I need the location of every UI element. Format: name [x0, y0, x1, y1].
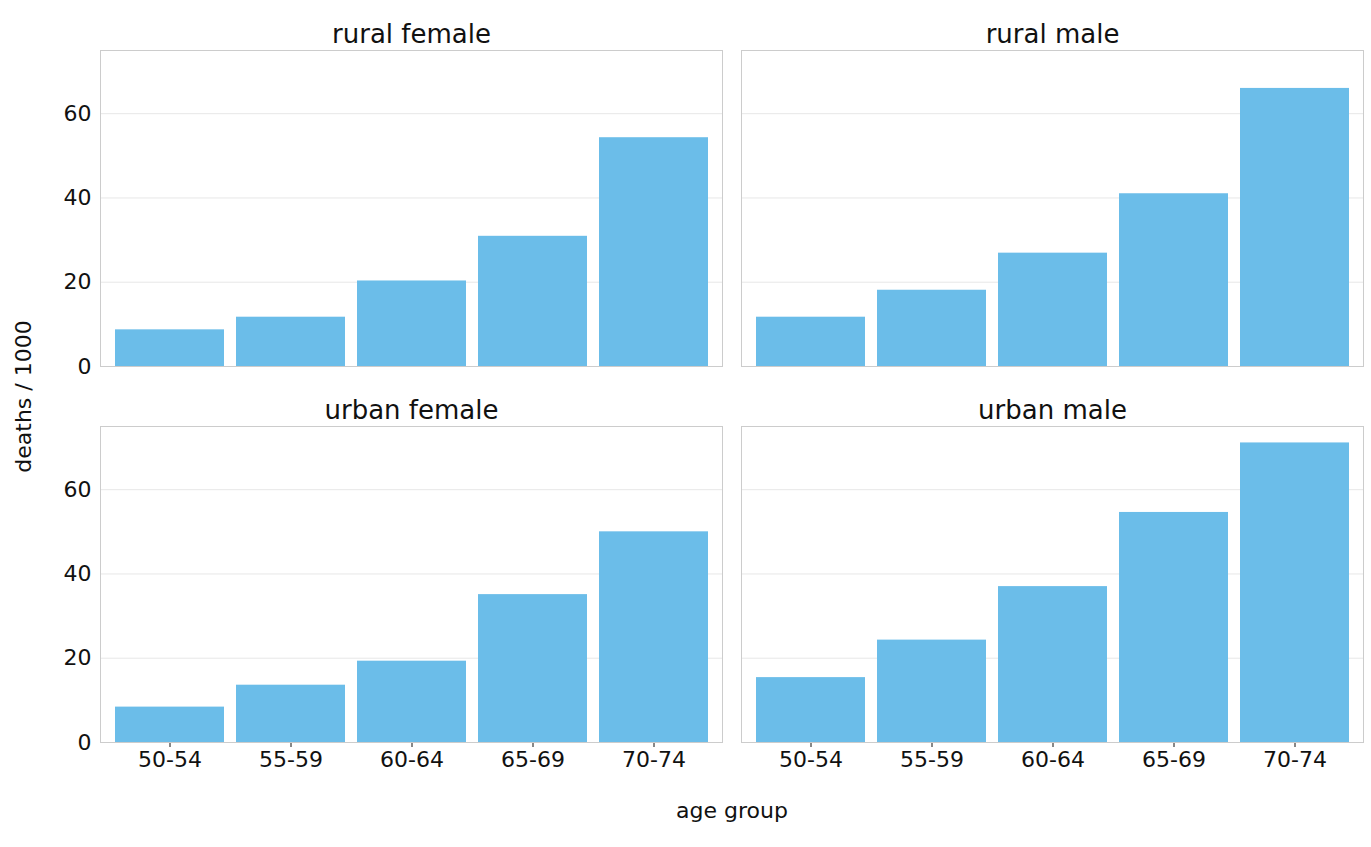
svg-text:0: 0 — [78, 354, 92, 379]
svg-text:rural female: rural female — [332, 19, 491, 49]
svg-text:60: 60 — [64, 477, 92, 502]
svg-text:55-59: 55-59 — [259, 747, 323, 772]
svg-text:60: 60 — [64, 101, 92, 126]
svg-text:urban female: urban female — [325, 395, 499, 425]
svg-text:50-54: 50-54 — [138, 747, 202, 772]
svg-text:70-74: 70-74 — [622, 747, 686, 772]
svg-text:40: 40 — [64, 561, 92, 586]
svg-text:urban male: urban male — [978, 395, 1127, 425]
svg-text:55-59: 55-59 — [900, 747, 964, 772]
svg-text:70-74: 70-74 — [1263, 747, 1327, 772]
svg-text:50-54: 50-54 — [779, 747, 843, 772]
svg-text:60-64: 60-64 — [1021, 747, 1085, 772]
svg-text:20: 20 — [64, 645, 92, 670]
svg-text:age group: age group — [676, 798, 788, 823]
svg-text:0: 0 — [78, 730, 92, 755]
svg-text:65-69: 65-69 — [501, 747, 565, 772]
svg-text:65-69: 65-69 — [1142, 747, 1206, 772]
svg-text:40: 40 — [64, 185, 92, 210]
svg-text:20: 20 — [64, 269, 92, 294]
svg-text:rural male: rural male — [986, 19, 1120, 49]
svg-text:deaths / 1000: deaths / 1000 — [11, 320, 36, 472]
svg-text:60-64: 60-64 — [380, 747, 444, 772]
